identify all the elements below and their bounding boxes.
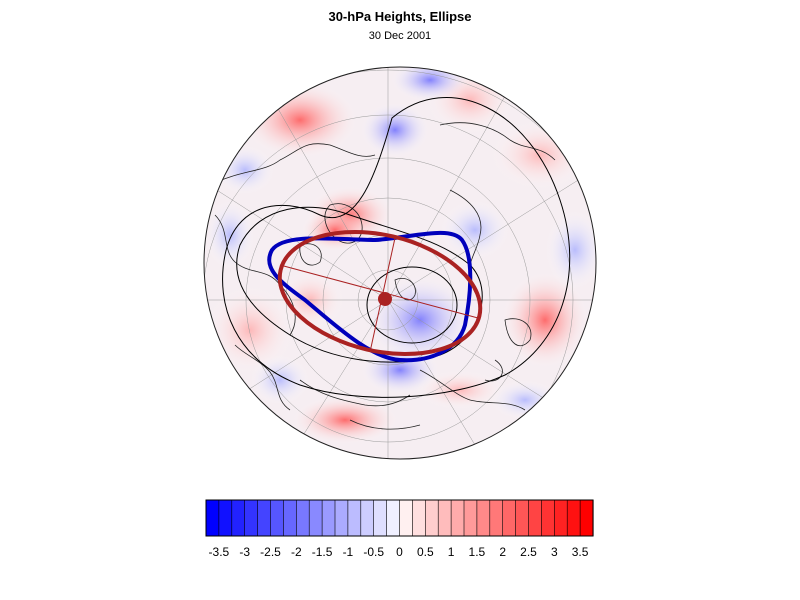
- climatological-ellipse: [267, 230, 473, 363]
- colorbar-cell: [424, 499, 439, 537]
- polar-map: [203, 66, 597, 460]
- colorbar-tick-label: 0.5: [417, 545, 434, 559]
- colorbar-cells: [205, 499, 594, 537]
- colorbar-tick-label: 3: [551, 545, 558, 559]
- plot-subtitle: 30 Dec 2001: [368, 30, 432, 42]
- colorbar-tick-label: 1.5: [469, 545, 486, 559]
- colorbar-tick-label: 2: [499, 545, 506, 559]
- colorbar-cell: [399, 499, 413, 537]
- colorbar-tick-label: -1: [343, 545, 354, 559]
- colorbar-cell: [334, 499, 349, 537]
- colorbar-cell: [270, 499, 284, 537]
- colorbar-tick-label: -1.5: [312, 545, 333, 559]
- colorbar-cell: [476, 499, 491, 537]
- colorbar-cell: [231, 499, 246, 537]
- colorbar-tick-label: 3.5: [572, 545, 589, 559]
- globe-outline: [203, 66, 597, 460]
- colorbar-cell: [308, 499, 323, 537]
- colorbar-cell: [463, 499, 478, 537]
- colorbar-cell: [360, 499, 375, 537]
- colorbar-cell: [373, 499, 388, 537]
- daily-ellipse: [277, 230, 483, 356]
- colorbar-cell: [257, 499, 272, 537]
- colorbar-cell: [489, 499, 504, 537]
- colorbar-cell: [412, 499, 426, 537]
- colorbar-labels: -3.5 -3 -2.5 -2 -1.5 -1 -0.5 0 0.5 1 1.5 2 2.5 3 3.5: [209, 545, 589, 559]
- colorbar-tick-label: -2: [291, 545, 302, 559]
- colorbar-cell: [205, 499, 220, 537]
- colorbar-tick-label: -3.5: [209, 545, 230, 559]
- colorbar-cell: [553, 499, 568, 537]
- colorbar-tick-label: -3: [239, 545, 250, 559]
- colorbar-tick-label: -0.5: [363, 545, 384, 559]
- colorbar-cell: [321, 499, 336, 537]
- colorbar-cell: [566, 499, 581, 537]
- colorbar-tick-label: 2.5: [520, 545, 537, 559]
- colorbar-tick-label: 1: [448, 545, 455, 559]
- colorbar-cell: [218, 499, 233, 537]
- colorbar-cell: [515, 499, 530, 537]
- colorbar-cell: [347, 499, 362, 537]
- colorbar-cell: [283, 499, 297, 537]
- colorbar-frame: [205, 499, 594, 537]
- colorbar-cell: [386, 499, 401, 537]
- ellipse-center-marker: [378, 292, 392, 306]
- colorbar-cell: [450, 499, 465, 537]
- colorbar-tick-label: -2.5: [260, 545, 281, 559]
- ellipse-major-axis: [279, 264, 479, 319]
- colorbar-cell: [541, 499, 555, 537]
- colorbar-cell: [295, 499, 310, 537]
- colorbar-cell: [528, 499, 542, 537]
- colorbar-cell: [244, 499, 259, 537]
- colorbar-cell: [437, 499, 452, 537]
- colorbar-cell: [579, 499, 594, 537]
- colorbar-cell: [502, 499, 517, 537]
- plot-title: 30-hPa Heights, Ellipse: [328, 9, 472, 24]
- colorbar-tick-label: 0: [396, 545, 403, 559]
